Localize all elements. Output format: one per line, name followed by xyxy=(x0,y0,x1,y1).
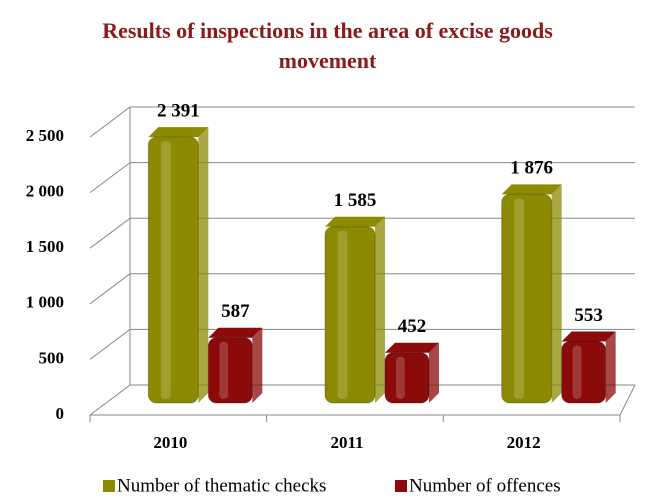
bar xyxy=(384,352,430,404)
grid-line xyxy=(89,217,635,249)
bar-shine xyxy=(514,198,525,399)
bar-shine xyxy=(572,345,582,399)
bar-shine xyxy=(337,230,348,399)
grid-line xyxy=(89,106,635,138)
y-tick-label: 1 500 xyxy=(26,237,64,256)
value-label: 1 585 xyxy=(334,190,377,211)
value-label: 553 xyxy=(574,305,603,326)
legend-swatch xyxy=(103,480,115,492)
bar-top xyxy=(385,342,439,353)
grid-line xyxy=(89,273,635,305)
y-tick-label: 2 000 xyxy=(26,182,64,201)
value-label: 1 876 xyxy=(510,158,553,179)
grid-line xyxy=(89,328,635,360)
value-label: 2 391 xyxy=(157,100,200,121)
y-tick-label: 0 xyxy=(56,404,65,423)
y-tick-label: 1 000 xyxy=(26,293,64,312)
floor-right xyxy=(619,384,636,416)
x-tick-label: 2012 xyxy=(507,433,541,452)
bar xyxy=(561,341,607,404)
bar xyxy=(147,136,199,404)
bar xyxy=(501,193,553,404)
y-tick-label: 2 500 xyxy=(26,126,64,145)
bar-side xyxy=(429,342,439,403)
bar-top xyxy=(325,216,385,227)
y-tick-label: 500 xyxy=(39,348,65,367)
bar-top xyxy=(561,331,616,342)
x-tick-label: 2010 xyxy=(153,433,187,452)
legend-swatch xyxy=(395,480,407,492)
chart-title: Results of inspections in the area of ex… xyxy=(102,18,553,73)
bar-side xyxy=(375,216,385,403)
value-label: 452 xyxy=(398,316,427,337)
bar-shine xyxy=(219,341,229,399)
bar-side xyxy=(252,327,263,403)
bar-top xyxy=(148,127,209,138)
bar-top xyxy=(501,184,562,195)
legend-label: Number of offences xyxy=(409,475,561,496)
bar-shine xyxy=(160,141,171,400)
x-tick-label: 2011 xyxy=(330,433,363,452)
bar-shine xyxy=(396,356,405,399)
bar-side xyxy=(605,331,616,403)
bar-top xyxy=(208,327,263,338)
value-label: 587 xyxy=(221,301,250,322)
grid-line xyxy=(89,162,635,194)
bar-side xyxy=(551,184,562,403)
bar xyxy=(324,226,376,404)
grid-line xyxy=(89,384,635,416)
bar xyxy=(207,337,253,404)
legend-label: Number of thematic checks xyxy=(117,475,326,496)
bar-side xyxy=(198,127,209,404)
